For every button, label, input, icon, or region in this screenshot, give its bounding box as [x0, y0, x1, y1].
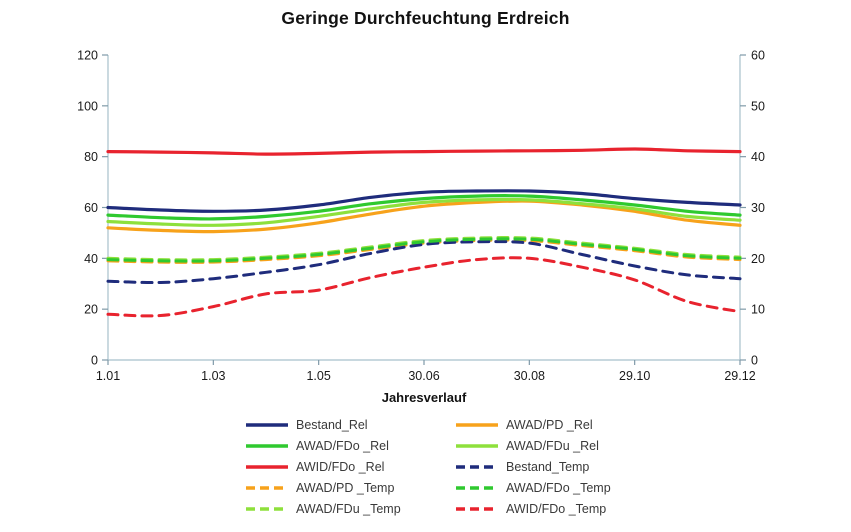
series-line-AWID-FDo-Rel [106, 147, 742, 156]
legend-column-2: AWAD/PD _Rel AWAD/FDu _Rel Bestand_Temp AWA… [455, 414, 611, 519]
legend-swatch [246, 485, 288, 490]
legend-swatch [456, 422, 498, 427]
x-tick-label: 29.12 [724, 369, 755, 383]
legend-label: Bestand_Temp [506, 459, 590, 474]
y-right-tick-label: 0 [751, 354, 758, 368]
legend-swatch [456, 506, 498, 511]
legend-label: AWAD/FDo _Temp [506, 480, 611, 495]
x-tick-label: 1.01 [96, 369, 120, 383]
y-left-tick-label: 60 [84, 201, 98, 215]
legend-swatch [456, 464, 498, 469]
series-line-Bestand-Rel [106, 189, 742, 213]
legend-item-AWAD-FDu-Rel: AWAD/FDu _Rel [455, 435, 611, 456]
x-tick-label: 30.06 [408, 369, 439, 383]
legend-column-1: Bestand_Rel AWAD/FDo _Rel AWID/FDo _Rel AWA… [245, 414, 401, 519]
y-left-tick-label: 80 [84, 150, 98, 164]
series-line-AWAD-FDo-Temp [106, 237, 742, 263]
x-axis-title: Jahresverlauf [381, 390, 467, 405]
legend-item-AWID-FDo-Rel: AWID/FDo _Rel [245, 456, 401, 477]
legend-item-AWAD-FDo-Rel: AWAD/FDo _Rel [245, 435, 401, 456]
y-left-tick-label: 20 [84, 303, 98, 317]
legend-item-Bestand-Temp: Bestand_Temp [455, 456, 611, 477]
y-right-tick-label: 20 [751, 252, 765, 266]
legend-label: AWAD/FDu _Temp [296, 501, 401, 516]
legend-label: AWID/FDo _Rel [296, 459, 385, 474]
series-line-Bestand-Temp [106, 240, 742, 285]
series-line-AWAD-FDo-Rel [106, 194, 742, 221]
legend-label: AWAD/PD _Rel [506, 417, 593, 432]
y-right-tick-label: 10 [751, 303, 765, 317]
x-tick-label: 1.05 [306, 369, 330, 383]
series-line-AWAD-PD-Rel [106, 199, 742, 234]
legend-label: AWAD/PD _Temp [296, 480, 395, 495]
legend-label: AWAD/FDo _Rel [296, 438, 389, 453]
x-tick-label: 29.10 [619, 369, 650, 383]
y-right-tick-label: 60 [751, 49, 765, 63]
legend-item-AWID-FDo-Temp: AWID/FDo _Temp [455, 498, 611, 519]
y-right-tick-label: 30 [751, 201, 765, 215]
x-tick-label: 30.08 [514, 369, 545, 383]
legend-swatch [246, 443, 288, 448]
y-right-tick-label: 40 [751, 150, 765, 164]
y-left-tick-label: 40 [84, 252, 98, 266]
legend-item-AWAD-FDo-Temp: AWAD/FDo _Temp [455, 477, 611, 498]
legend-item-AWAD-PD-Rel: AWAD/PD _Rel [455, 414, 611, 435]
legend-item-Bestand-Rel: Bestand_Rel [245, 414, 401, 435]
y-right-tick-label: 50 [751, 99, 765, 113]
legend-swatch [246, 464, 288, 469]
legend-swatch [246, 506, 288, 511]
legend-label: Bestand_Rel [296, 417, 368, 432]
series-line-AWID-FDo-Temp [106, 256, 742, 318]
x-tick-label: 1.03 [201, 369, 225, 383]
legend-label: AWID/FDo _Temp [506, 501, 607, 516]
legend-label: AWAD/FDu _Rel [506, 438, 599, 453]
y-left-tick-label: 120 [77, 49, 98, 63]
y-left-tick-label: 100 [77, 99, 98, 113]
legend-swatch [456, 443, 498, 448]
legend-item-AWAD-PD-Temp: AWAD/PD _Temp [245, 477, 401, 498]
legend-item-AWAD-FDu-Temp: AWAD/FDu _Temp [245, 498, 401, 519]
y-left-tick-label: 0 [91, 354, 98, 368]
series-line-AWAD-FDu-Rel [106, 197, 742, 227]
legend-swatch [246, 422, 288, 427]
legend-swatch [456, 485, 498, 490]
chart-title: Geringe Durchfeuchtung Erdreich [281, 8, 570, 28]
